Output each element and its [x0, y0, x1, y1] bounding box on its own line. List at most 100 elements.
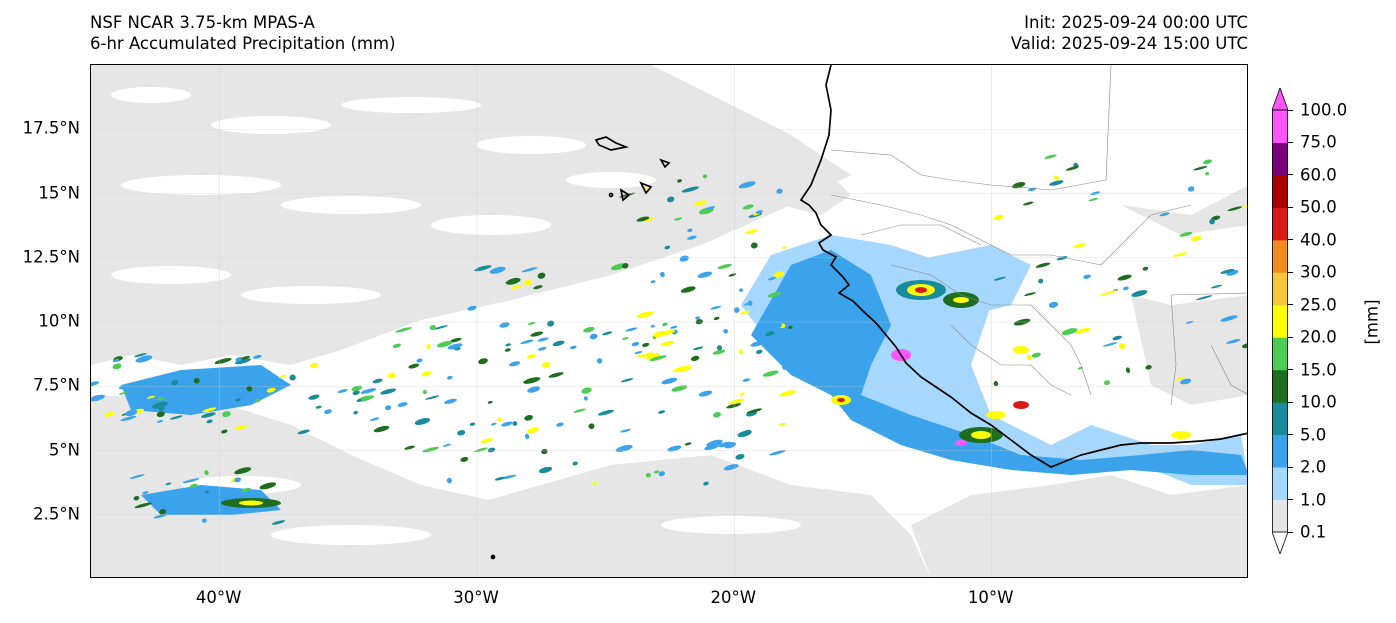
precip-cell	[758, 335, 764, 340]
precip-cell	[125, 409, 138, 417]
precip-map	[91, 65, 1247, 577]
precip-cell	[156, 411, 165, 418]
precip-cell	[315, 405, 322, 409]
lat-tick-label: 12.5°N	[22, 247, 80, 267]
precip-cell	[189, 483, 198, 489]
colorbar-band	[1272, 467, 1288, 501]
precip-cell	[581, 387, 592, 394]
precip-cell	[778, 422, 786, 427]
colorbar-outline	[1272, 109, 1288, 533]
precip-cell	[521, 267, 538, 273]
precip-cell	[1187, 186, 1195, 192]
precip-cell	[710, 305, 722, 310]
precip-cell	[1048, 301, 1059, 308]
precip-cell	[370, 417, 380, 421]
precip-cell	[697, 271, 712, 278]
precip-cell	[352, 390, 360, 396]
colorbar-tick	[1288, 336, 1293, 338]
colorbar-tick	[1288, 109, 1293, 111]
valid-time: Valid: 2025-09-24 15:00 UTC	[1010, 34, 1248, 53]
precip-cell	[1117, 274, 1132, 281]
precip-cell	[1172, 252, 1188, 257]
precip-cell	[767, 291, 782, 298]
precip-cell	[351, 385, 363, 392]
precip-cell	[672, 365, 690, 372]
precip-cell	[572, 461, 578, 466]
precip-cell	[681, 186, 699, 193]
coastline	[490, 65, 1247, 560]
precip-cell	[1203, 159, 1212, 165]
precip-cell	[728, 273, 737, 277]
precip-cell	[490, 422, 497, 426]
precip-cell	[1175, 376, 1186, 381]
precip-cell	[489, 266, 506, 274]
precip-cell	[592, 481, 597, 486]
precip-cell	[118, 391, 129, 395]
colorbar-extend-max	[1272, 88, 1288, 111]
precip-cell	[387, 372, 396, 379]
precip-cell	[671, 385, 688, 392]
precip-cell	[659, 271, 665, 278]
precip-cell	[1103, 380, 1111, 386]
colorbar-band	[1272, 207, 1288, 241]
precip-cell	[337, 389, 348, 394]
precip-cell	[537, 346, 547, 351]
precip-cell	[602, 331, 613, 336]
precip-cell	[589, 333, 598, 340]
precip-cell	[524, 433, 530, 440]
precip-cell	[1061, 328, 1078, 336]
precip-cell	[222, 411, 231, 418]
country-borders	[830, 65, 1247, 406]
precip-cell	[687, 235, 697, 240]
precip-cell	[750, 340, 765, 347]
precip-cell	[511, 284, 523, 289]
precip-cell	[636, 311, 654, 319]
precip-intense	[221, 280, 1191, 508]
precip-cell	[762, 370, 779, 377]
precip-cell	[768, 276, 777, 281]
precip-cell	[1026, 354, 1033, 360]
precip-cell	[778, 329, 796, 336]
precip-cell	[426, 343, 431, 349]
precip-cell	[679, 255, 689, 262]
precip-cell	[235, 398, 241, 402]
precip-cell	[214, 357, 232, 365]
precip-cell	[698, 390, 713, 397]
lat-tick-label: 7.5°N	[33, 375, 80, 395]
precip-cell	[763, 337, 773, 341]
precip-cell	[146, 395, 156, 399]
precip-cell	[271, 520, 286, 525]
precip-cell	[520, 339, 534, 345]
precip-cell	[524, 279, 532, 286]
map-title: NSF NCAR 3.75-km MPAS-A 6-hr Accumulated…	[90, 12, 396, 54]
precip-cell	[297, 429, 310, 435]
lat-tick-label: 5°N	[48, 440, 80, 459]
precip-cell	[171, 380, 179, 386]
colorbar-tick-label: 30.0	[1300, 262, 1337, 282]
colorbar-band	[1272, 369, 1288, 403]
precip-cell	[773, 271, 785, 278]
colorbar-tick	[1288, 499, 1293, 501]
colorbar-band	[1272, 499, 1288, 533]
precip-cell	[421, 371, 432, 377]
precip-cell	[1220, 268, 1235, 274]
precip-cell	[527, 386, 541, 393]
precip-cell	[504, 348, 511, 352]
precip-cell	[360, 388, 377, 394]
precip-cell	[1193, 166, 1208, 171]
precip-cell	[653, 470, 660, 474]
precip-cell	[308, 394, 320, 400]
precip-cell	[442, 443, 452, 447]
precip-cell	[667, 445, 682, 452]
precip-cell	[165, 482, 172, 486]
precip-cell	[1190, 235, 1202, 241]
colorbar-tick-label: 15.0	[1300, 360, 1337, 380]
precip-cell	[772, 323, 783, 329]
lat-tick-label: 15°N	[38, 183, 80, 202]
colorbar-band	[1272, 142, 1288, 176]
precip-cell	[548, 372, 564, 378]
precip-cell	[1044, 154, 1057, 159]
precip-cell	[234, 424, 248, 431]
precip-cell	[670, 325, 678, 329]
precip-cell	[541, 448, 548, 455]
